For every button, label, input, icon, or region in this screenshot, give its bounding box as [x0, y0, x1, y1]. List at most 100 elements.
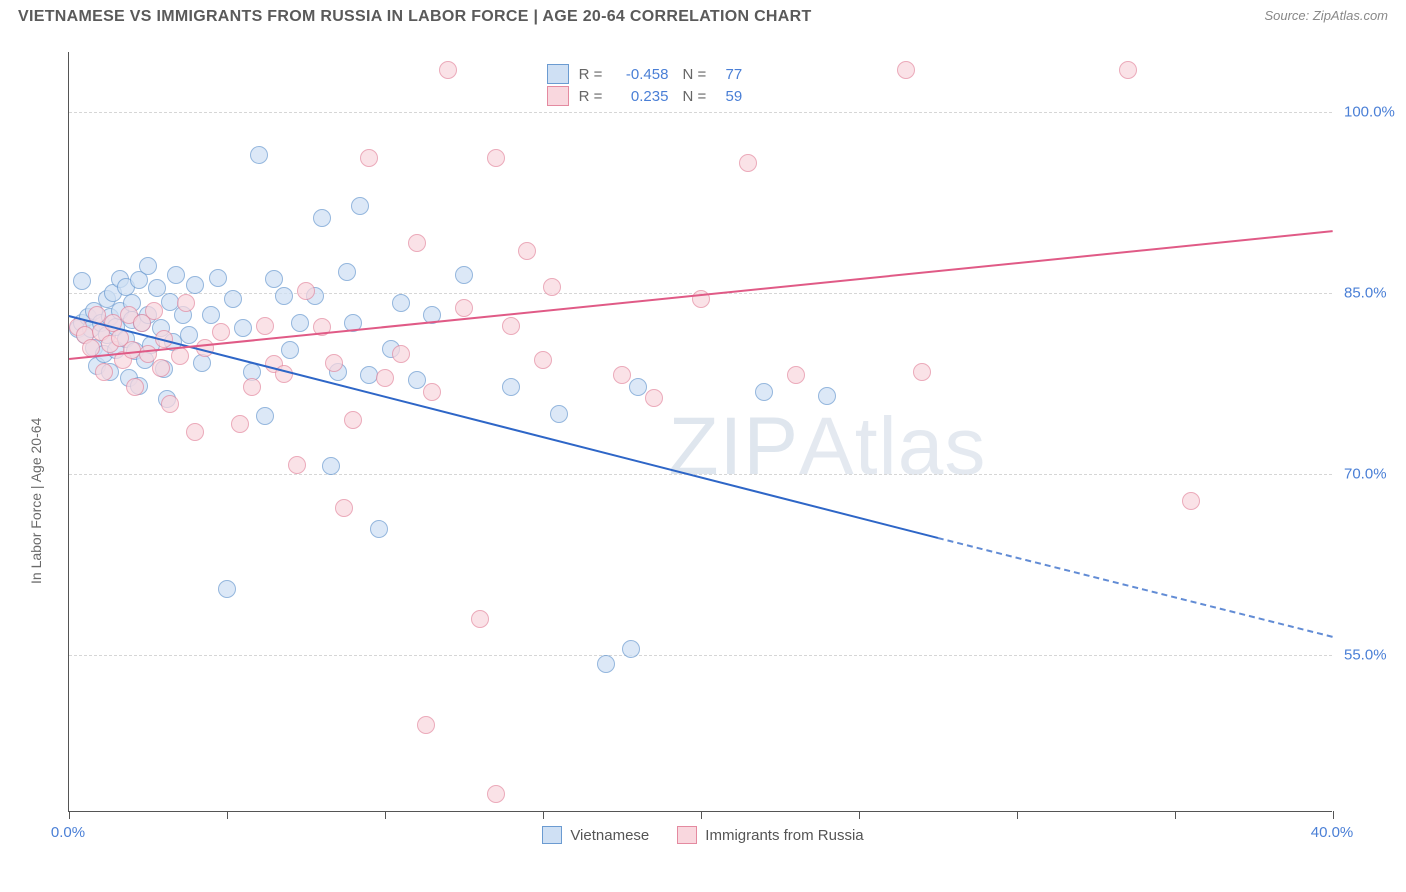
x-tick: [701, 811, 702, 819]
x-tick: [1017, 811, 1018, 819]
data-point: [297, 282, 315, 300]
legend-swatch: [542, 826, 562, 844]
data-point: [408, 234, 426, 252]
legend-r-label: R =: [579, 66, 603, 83]
data-point: [209, 269, 227, 287]
data-point: [288, 456, 306, 474]
data-point: [145, 302, 163, 320]
trend-line: [938, 537, 1333, 638]
legend-n-value: 77: [716, 66, 746, 83]
data-point: [322, 457, 340, 475]
data-point: [256, 317, 274, 335]
data-point: [502, 317, 520, 335]
legend-n-label: N =: [682, 66, 706, 83]
data-point: [543, 278, 561, 296]
data-point: [291, 314, 309, 332]
data-point: [755, 383, 773, 401]
data-point: [471, 610, 489, 628]
data-point: [231, 415, 249, 433]
data-point: [897, 61, 915, 79]
data-point: [597, 655, 615, 673]
data-point: [73, 272, 91, 290]
data-point: [913, 363, 931, 381]
y-tick-label: 85.0%: [1344, 285, 1387, 302]
data-point: [360, 149, 378, 167]
data-point: [370, 520, 388, 538]
y-tick-label: 55.0%: [1344, 647, 1387, 664]
data-point: [126, 378, 144, 396]
data-point: [177, 294, 195, 312]
data-point: [392, 345, 410, 363]
data-point: [193, 354, 211, 372]
data-point: [281, 341, 299, 359]
series-legend: Vietnamese Immigrants from Russia: [18, 826, 1388, 844]
data-point: [161, 395, 179, 413]
data-point: [613, 366, 631, 384]
data-point: [439, 61, 457, 79]
data-point: [417, 716, 435, 734]
watermark-zip: ZIP: [668, 401, 799, 492]
y-tick-label: 100.0%: [1344, 104, 1395, 121]
data-point: [335, 499, 353, 517]
x-tick-label: 0.0%: [51, 824, 85, 841]
data-point: [1182, 492, 1200, 510]
data-point: [82, 339, 100, 357]
plot-area: ZIPAtlas R =-0.458N =77R =0.235N =59: [68, 52, 1332, 812]
data-point: [629, 378, 647, 396]
grid-line: [69, 474, 1332, 475]
data-point: [152, 359, 170, 377]
legend-series-name: Vietnamese: [570, 827, 649, 844]
data-point: [186, 276, 204, 294]
data-point: [518, 242, 536, 260]
data-point: [256, 407, 274, 425]
data-point: [376, 369, 394, 387]
data-point: [224, 290, 242, 308]
data-point: [275, 287, 293, 305]
grid-line: [69, 655, 1332, 656]
legend-swatch: [677, 826, 697, 844]
x-tick: [543, 811, 544, 819]
x-tick: [1333, 811, 1334, 819]
data-point: [423, 383, 441, 401]
data-point: [550, 405, 568, 423]
data-point: [408, 371, 426, 389]
data-point: [351, 197, 369, 215]
y-axis-label: In Labor Force | Age 20-64: [28, 418, 44, 584]
legend-item: Immigrants from Russia: [677, 826, 863, 844]
data-point: [265, 270, 283, 288]
x-tick: [385, 811, 386, 819]
legend-r-value: 0.235: [612, 88, 672, 105]
data-point: [167, 266, 185, 284]
data-point: [487, 785, 505, 803]
data-point: [139, 257, 157, 275]
data-point: [455, 266, 473, 284]
data-point: [344, 411, 362, 429]
legend-item: Vietnamese: [542, 826, 649, 844]
data-point: [186, 423, 204, 441]
data-point: [171, 347, 189, 365]
data-point: [250, 146, 268, 164]
y-tick-label: 70.0%: [1344, 466, 1387, 483]
x-tick: [227, 811, 228, 819]
data-point: [645, 389, 663, 407]
data-point: [487, 149, 505, 167]
data-point: [212, 323, 230, 341]
x-tick: [69, 811, 70, 819]
data-point: [787, 366, 805, 384]
trend-line: [69, 231, 1333, 361]
data-point: [202, 306, 220, 324]
data-point: [392, 294, 410, 312]
x-tick: [859, 811, 860, 819]
legend-r-value: -0.458: [612, 66, 672, 83]
data-point: [455, 299, 473, 317]
data-point: [243, 378, 261, 396]
data-point: [180, 326, 198, 344]
grid-line: [69, 112, 1332, 113]
legend-swatch: [547, 86, 569, 106]
watermark-atlas: Atlas: [799, 401, 986, 492]
data-point: [338, 263, 356, 281]
legend-swatch: [547, 64, 569, 84]
data-point: [818, 387, 836, 405]
data-point: [218, 580, 236, 598]
legend-r-label: R =: [579, 88, 603, 105]
